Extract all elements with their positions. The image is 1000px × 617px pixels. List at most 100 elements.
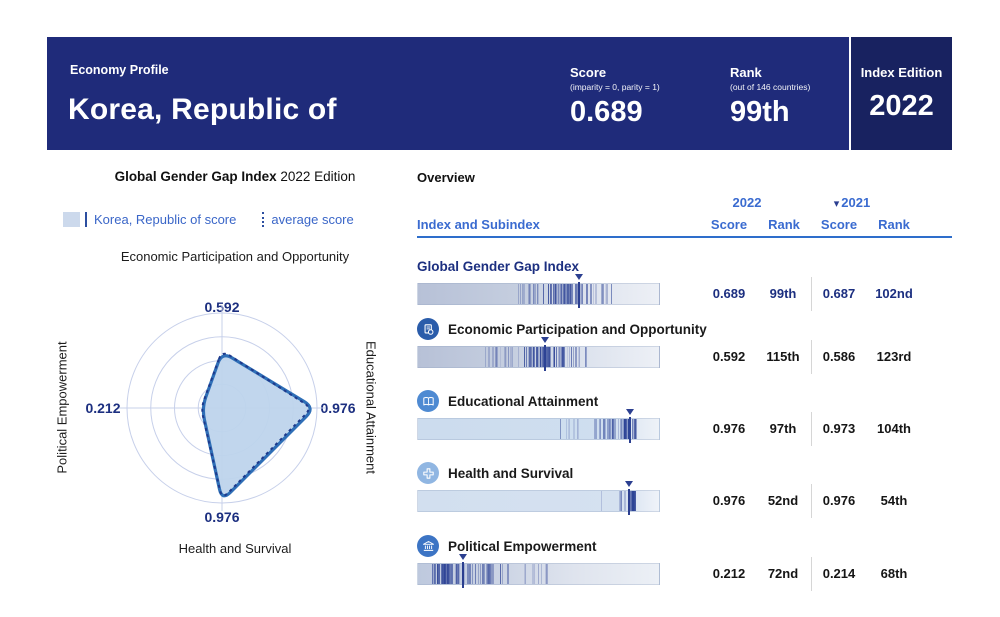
distribution-tick <box>560 347 562 367</box>
distribution-tick <box>602 284 604 304</box>
table-row: Global Gender Gap Index 0.689 99th 0.687… <box>417 255 952 317</box>
radar-axis-economic: Economic Participation and Opportunity <box>120 249 350 264</box>
distribution-tick <box>589 284 592 304</box>
table-row: Political Empowerment 0.212 72nd 0.214 6… <box>417 535 952 597</box>
distribution-tick <box>634 419 637 439</box>
radar-value-political: 0.212 <box>85 400 121 416</box>
distribution-tick <box>489 564 492 584</box>
distribution-tick <box>534 284 537 304</box>
distribution-tick <box>558 284 560 304</box>
row-head: Global Gender Gap Index <box>417 255 579 277</box>
row-label: Health and Survival <box>448 465 574 481</box>
distribution-tick <box>452 564 454 584</box>
distribution-tick <box>525 564 527 584</box>
table-row: Health and Survival 0.976 52nd 0.976 54t… <box>417 462 952 524</box>
score-2021-value: 0.586 <box>822 349 856 364</box>
distribution-tick <box>507 564 510 584</box>
distribution-tick <box>605 284 608 304</box>
distribution-tick <box>537 284 539 304</box>
distribution-tick <box>441 564 443 584</box>
distribution-tick <box>561 347 564 367</box>
table-row: Economic Participation and Opportunity 0… <box>417 318 952 380</box>
country-score-swatch-icon <box>63 212 80 227</box>
distribution-tick <box>444 564 447 584</box>
distribution-tick <box>578 347 580 367</box>
distribution-tick <box>565 284 567 304</box>
distribution-tick <box>563 347 565 367</box>
distribution-tick <box>602 419 605 439</box>
distribution-tick <box>571 284 573 304</box>
distribution-tick <box>620 491 623 511</box>
year-divider <box>811 557 812 591</box>
country-marker-line <box>627 489 630 515</box>
distribution-tick <box>630 491 633 511</box>
distribution-tick <box>456 564 458 584</box>
distribution-tick <box>489 564 491 584</box>
distribution-tick <box>536 284 538 304</box>
distribution-tick <box>559 419 561 439</box>
score-2021-value: 0.976 <box>822 493 856 508</box>
distribution-tick <box>485 347 487 367</box>
distribution-tick <box>598 419 601 439</box>
distribution-tick <box>612 419 615 439</box>
rank-2022-value: 52nd <box>767 493 799 508</box>
distribution-tick <box>634 491 636 511</box>
chart-title-bold: Global Gender Gap Index <box>114 169 277 184</box>
distribution-tick <box>566 347 568 367</box>
distribution-tick <box>491 347 494 367</box>
distribution-tick <box>545 564 548 584</box>
distribution-tick <box>445 564 448 584</box>
distribution-tick <box>558 347 560 367</box>
distribution-tick <box>537 347 539 367</box>
distribution-tick <box>605 419 607 439</box>
score-block: Score (imparity = 0, parity = 1) 0.689 <box>570 65 660 129</box>
edition-value: 2022 <box>869 90 934 122</box>
distribution-tick <box>530 347 532 367</box>
distribution-tick <box>599 419 602 439</box>
distribution-tick <box>602 419 605 439</box>
distribution-tick <box>483 564 485 584</box>
economic-icon <box>417 318 439 340</box>
distribution-tick <box>448 564 450 584</box>
distribution-tick <box>542 284 544 304</box>
distribution-tick <box>569 284 571 304</box>
distribution-tick <box>547 347 550 367</box>
distribution-tick <box>570 284 572 304</box>
row-label: Political Empowerment <box>448 538 597 554</box>
rank-2022-value: 97th <box>769 421 797 436</box>
distribution-tick <box>553 284 555 304</box>
distribution-tick <box>472 564 474 584</box>
distribution-tick <box>543 284 545 304</box>
distribution-tick <box>626 419 628 439</box>
country-marker-icon <box>458 554 467 560</box>
distribution-tick <box>502 564 504 584</box>
distribution-tick <box>555 284 557 304</box>
country-marker-icon <box>575 274 584 280</box>
distribution-tick <box>539 347 541 367</box>
distribution-tick <box>478 564 480 584</box>
distribution-tick <box>550 284 552 304</box>
distribution-tick <box>441 564 443 584</box>
distribution-tick <box>577 419 580 439</box>
distribution-tick <box>533 347 536 367</box>
distribution-tick <box>557 284 559 304</box>
distribution-tick <box>505 347 507 367</box>
score-distribution-strip <box>417 409 660 443</box>
distribution-tick <box>541 347 544 367</box>
distribution-tick <box>581 284 583 304</box>
score-distribution-strip <box>417 554 660 588</box>
distribution-tick <box>536 347 538 367</box>
distribution-tick <box>506 564 509 584</box>
country-marker-icon <box>541 337 549 343</box>
distribution-tick <box>496 347 498 367</box>
year-2021-dropdown[interactable]: ▾ 2021 <box>817 195 887 210</box>
distribution-tick <box>444 564 447 584</box>
distribution-tick <box>547 284 549 304</box>
distribution-tick <box>436 564 439 584</box>
score-2021-value: 0.687 <box>822 286 856 301</box>
rank-2022-value: 72nd <box>767 566 799 581</box>
distribution-tick <box>556 347 558 367</box>
distribution-tick <box>468 564 471 584</box>
rank-sublabel: (out of 146 countries) <box>730 82 811 92</box>
distribution-tick <box>569 419 571 439</box>
